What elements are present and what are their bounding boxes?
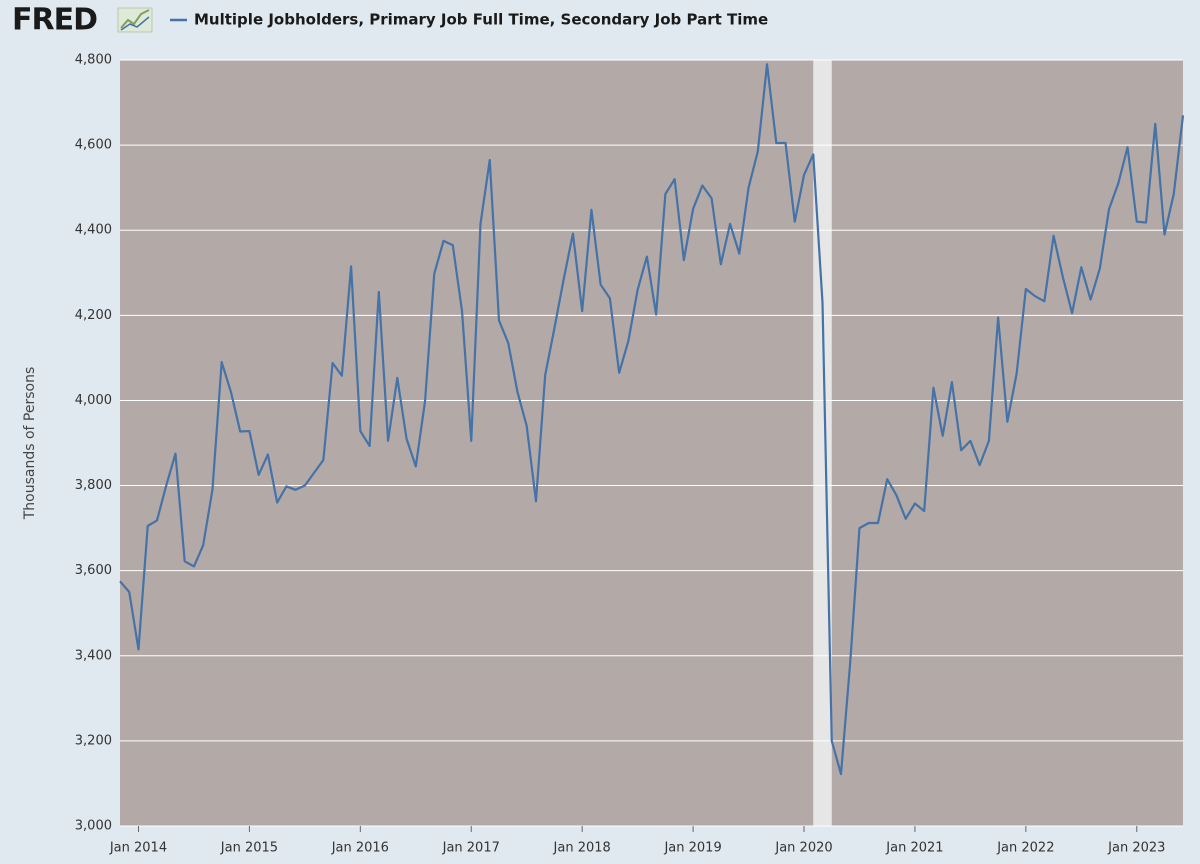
recession-shading: [813, 60, 832, 826]
x-tick-label: Jan 2019: [663, 841, 721, 856]
x-tick-label: Jan 2018: [553, 841, 611, 856]
logo-icon: [117, 7, 153, 33]
y-tick-label: 3,400: [75, 648, 112, 663]
x-tick-label: Jan 2014: [109, 841, 167, 856]
y-tick-label: 4,400: [75, 223, 112, 238]
y-tick-label: 4,000: [75, 393, 112, 408]
data-line: [119, 63, 1185, 776]
y-axis-title: Thousands of Persons: [22, 367, 38, 521]
x-tick-label: Jan 2022: [996, 841, 1054, 856]
y-tick-label: 3,800: [75, 478, 112, 493]
x-tick-label: Jan 2016: [331, 841, 389, 856]
legend-label: Multiple Jobholders, Primary Job Full Ti…: [194, 11, 768, 29]
x-tick-label: Jan 2023: [1107, 841, 1165, 856]
x-tick-label: Jan 2021: [885, 841, 943, 856]
y-tick-label: 4,800: [75, 53, 112, 68]
y-tick-label: 4,600: [75, 138, 112, 153]
y-tick-label: 3,000: [75, 819, 112, 834]
x-tick-label: Jan 2017: [442, 841, 500, 856]
x-tick-label: Jan 2020: [774, 841, 832, 856]
y-tick-label: 3,600: [75, 563, 112, 578]
y-tick-label: 3,200: [75, 733, 112, 748]
logo: FRED: [12, 3, 97, 38]
plot-area: [120, 60, 1183, 826]
y-tick-label: 4,200: [75, 308, 112, 323]
x-tick-label: Jan 2015: [220, 841, 278, 856]
